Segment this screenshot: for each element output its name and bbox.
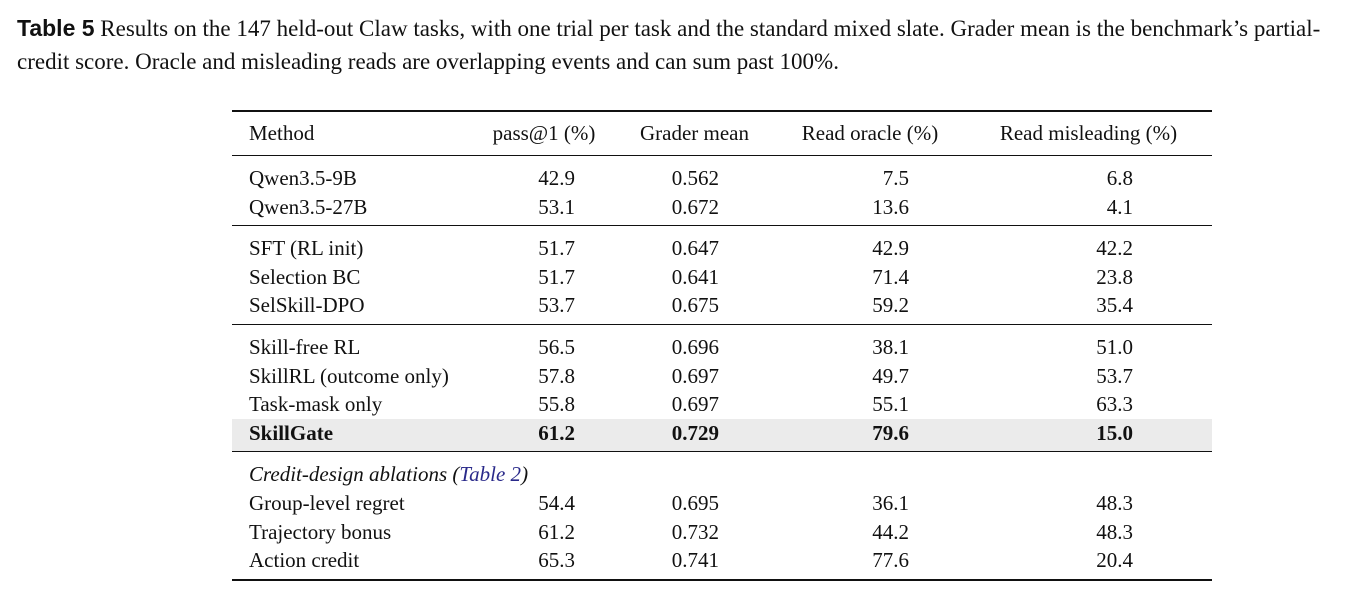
row-grader: 0.562 [671,166,719,190]
row-mislead: 4.1 [965,192,1212,227]
row-pass: 51.7 [538,236,575,261]
column-header-oracle: Read oracle (%) [775,110,965,156]
row-pass: 51.7 [538,264,575,289]
row-pass: 65.3 [474,546,614,581]
row-oracle: 79.6 [775,418,965,453]
row-mislead: 35.4 [965,291,1212,325]
row-grader: 0.697 [671,392,719,417]
row-mislead: 42.2 [1096,236,1133,261]
row-pass: 57.8 [538,363,575,388]
row-grader: 0.741 [614,546,775,581]
row-pass: 56.5 [538,334,575,359]
row-method: Group-level regret [249,490,405,515]
table-row: SkillRL (outcome only) 57.8 0.697 49.7 5… [232,362,1212,391]
table-row: Qwen3.5-27B 53.1 0.672 13.6 4.1 [232,192,1212,227]
row-oracle: 55.1 [872,392,909,417]
ablation-subheader-row: Credit-design ablations (Table 2) [232,452,1212,489]
row-mislead: 20.4 [965,546,1212,581]
table-row: Skill-free RL 56.5 0.696 38.1 51.0 [232,324,1212,361]
table-row: Action credit 65.3 0.741 77.6 20.4 [232,546,1212,581]
row-grader: 0.647 [671,236,719,261]
row-grader: 0.696 [671,334,719,359]
row-oracle: 49.7 [872,363,909,388]
results-table: Method pass@1 (%) Grader mean Read oracl… [232,110,1212,581]
row-grader: 0.641 [671,264,719,289]
table-row: SelSkill-DPO 53.7 0.675 59.2 35.4 [232,291,1212,325]
row-grader: 0.695 [671,490,719,515]
row-pass: 61.2 [474,418,614,453]
row-grader: 0.672 [614,192,775,227]
row-pass: 55.8 [538,392,575,417]
row-oracle: 38.1 [872,334,909,359]
caption-text: Results on the 147 held-out Claw tasks, … [17,16,1321,74]
column-header-method: Method [232,110,474,156]
row-grader: 0.729 [614,418,775,453]
row-mislead: 48.3 [1096,490,1133,515]
row-mislead: 15.0 [965,418,1212,453]
table-row: Qwen3.5-9B 42.9 0.562 7.5 6.8 [232,156,1212,193]
table-row: SFT (RL init) 51.7 0.647 42.9 42.2 [232,226,1212,263]
table-caption: Table 5 Results on the 147 held-out Claw… [17,12,1347,78]
row-oracle: 59.2 [775,291,965,325]
table-2-link[interactable]: Table 2 [459,462,522,487]
column-header-pass: pass@1 (%) [474,110,614,156]
row-method: SFT (RL init) [249,236,364,261]
row-pass: 53.7 [474,291,614,325]
row-mislead: 53.7 [1096,363,1133,388]
ablation-subheader-close: ) [521,462,529,487]
row-method: SkillRL (outcome only) [249,363,449,388]
row-method: Action credit [232,546,474,581]
row-method: SkillGate [232,418,474,453]
row-pass: 61.2 [538,519,575,544]
row-pass: 53.1 [474,192,614,227]
row-method: Selection BC [249,264,361,289]
table-row: Group-level regret 54.4 0.695 36.1 48.3 [232,489,1212,518]
highlighted-table-row: SkillGate 61.2 0.729 79.6 15.0 [232,418,1212,453]
table-row: Selection BC 51.7 0.641 71.4 23.8 [232,263,1212,292]
row-mislead: 48.3 [1096,519,1133,544]
row-oracle: 71.4 [872,264,909,289]
column-header-mislead: Read misleading (%) [965,110,1212,156]
row-mislead: 23.8 [1096,264,1133,289]
row-oracle: 7.5 [882,166,909,190]
ablation-subheader-text: Credit-design ablations ( [249,462,460,487]
row-method: Skill-free RL [249,334,361,359]
row-grader: 0.697 [671,363,719,388]
row-grader: 0.732 [671,519,719,544]
row-method: SelSkill-DPO [232,291,474,325]
row-mislead: 6.8 [1106,166,1133,190]
caption-label: Table 5 [17,15,95,41]
row-method: Qwen3.5-27B [232,192,474,227]
row-oracle: 42.9 [872,236,909,261]
ablation-subheader: Credit-design ablations (Table 2) [232,452,1212,489]
row-method: Trajectory bonus [249,519,392,544]
header-row: Method pass@1 (%) Grader mean Read oracl… [232,110,1212,156]
column-header-grader: Grader mean [614,110,775,156]
row-oracle: 44.2 [872,519,909,544]
row-pass: 54.4 [538,490,575,515]
row-method: Task-mask only [249,392,383,417]
table-row: Task-mask only 55.8 0.697 55.1 63.3 [232,390,1212,419]
row-mislead: 63.3 [1096,392,1133,417]
table-row: Trajectory bonus 61.2 0.732 44.2 48.3 [232,518,1212,547]
row-oracle: 13.6 [775,192,965,227]
row-method: Qwen3.5-9B [249,166,357,190]
row-oracle: 77.6 [775,546,965,581]
row-pass: 42.9 [538,166,575,190]
row-mislead: 51.0 [1096,334,1133,359]
row-oracle: 36.1 [872,490,909,515]
row-grader: 0.675 [614,291,775,325]
